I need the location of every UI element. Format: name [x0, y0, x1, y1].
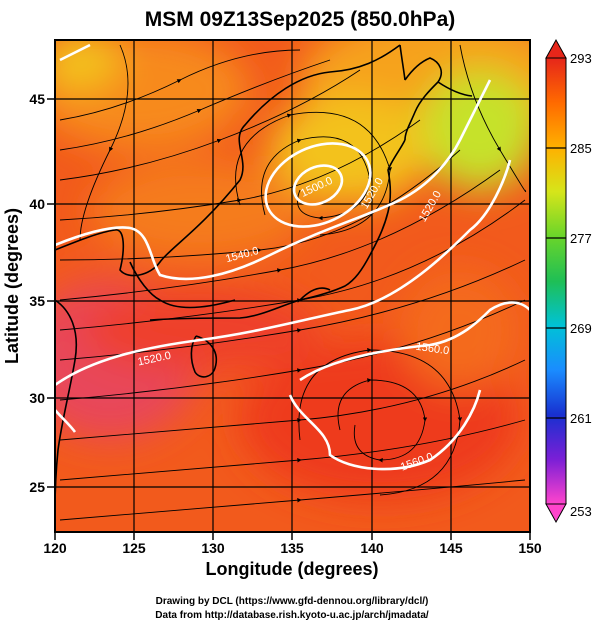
y-tick-label: 45 — [29, 91, 45, 107]
x-tick-label: 140 — [360, 540, 384, 556]
plot-area: 1500.0 1520.0 1520.0 1540.0 1520.0 1560.… — [55, 40, 530, 532]
y-tick-label: 25 — [29, 479, 45, 495]
y-tick-label: 35 — [29, 293, 45, 309]
y-axis-label: Latitude (degrees) — [2, 208, 22, 364]
x-tick-label: 125 — [122, 540, 146, 556]
contour-label: 1560.0 — [415, 341, 450, 358]
credit-line-data: Data from http://database.rish.kyoto-u.a… — [155, 610, 429, 621]
x-axis: 120 125 130 135 140 145 150 Longitude (d… — [43, 532, 542, 579]
x-axis-label: Longitude (degrees) — [205, 559, 378, 579]
colorbar-tick-label: 261 — [570, 411, 592, 426]
colorbar-bottom-triangle — [545, 503, 567, 524]
x-tick-label: 135 — [280, 540, 304, 556]
colorbar-tick-label: 293 — [570, 51, 592, 66]
x-tick-label: 130 — [201, 540, 225, 556]
x-tick-label: 150 — [518, 540, 542, 556]
y-tick-label: 40 — [29, 196, 45, 212]
colorbar-tick-label: 285 — [570, 141, 592, 156]
y-tick-label: 30 — [29, 390, 45, 406]
colorbar-tick-label: 277 — [570, 231, 592, 246]
colorbar-tick-label: 253 — [570, 504, 592, 519]
colorbar-top-triangle — [545, 38, 567, 59]
credits: Drawing by DCL (https://www.gfd-dennou.o… — [155, 596, 429, 621]
color-bar: 293 285 277 269 261 253 — [545, 38, 592, 524]
map-title: MSM 09Z13Sep2025 (850.0hPa) — [145, 8, 456, 31]
x-tick-label: 145 — [439, 540, 463, 556]
x-tick-label: 120 — [43, 540, 67, 556]
credit-line-dcl: Drawing by DCL (https://www.gfd-dennou.o… — [156, 596, 429, 607]
y-axis: 45 40 35 30 25 Latitude (degrees) — [2, 91, 55, 495]
colorbar-gradient — [545, 57, 567, 505]
colorbar-tick-label: 269 — [570, 321, 592, 336]
height-contours — [55, 43, 530, 471]
